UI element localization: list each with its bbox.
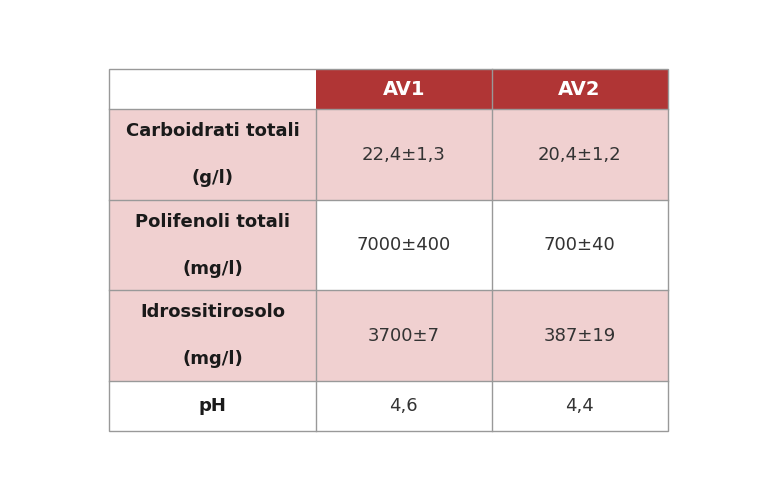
Bar [316,291,492,381]
Text: 4,6: 4,6 [390,397,418,415]
Bar [109,109,316,200]
Text: pH: pH [199,397,227,415]
Text: 3700±7: 3700±7 [368,327,440,345]
Bar [109,200,316,291]
Bar [492,109,668,200]
Bar [492,291,668,381]
Bar [492,381,668,431]
Bar [316,69,492,109]
Bar [109,69,316,109]
Text: AV1: AV1 [383,80,425,99]
Bar [109,291,316,381]
Bar [492,69,668,109]
Bar [316,109,492,200]
Text: Polifenoli totali

(mg/l): Polifenoli totali (mg/l) [135,212,290,278]
Bar [109,381,316,431]
Text: 387±19: 387±19 [543,327,615,345]
Bar [492,200,668,291]
Text: 20,4±1,2: 20,4±1,2 [538,146,622,164]
Text: 700±40: 700±40 [543,236,615,254]
Text: Carboidrati totali

(g/l): Carboidrati totali (g/l) [126,122,299,187]
Text: Idrossitirosolo

(mg/l): Idrossitirosolo (mg/l) [140,303,285,368]
Text: 4,4: 4,4 [565,397,594,415]
Bar [316,381,492,431]
Bar [316,200,492,291]
Text: AV2: AV2 [559,80,601,99]
Text: 7000±400: 7000±400 [357,236,451,254]
Text: 22,4±1,3: 22,4±1,3 [362,146,446,164]
